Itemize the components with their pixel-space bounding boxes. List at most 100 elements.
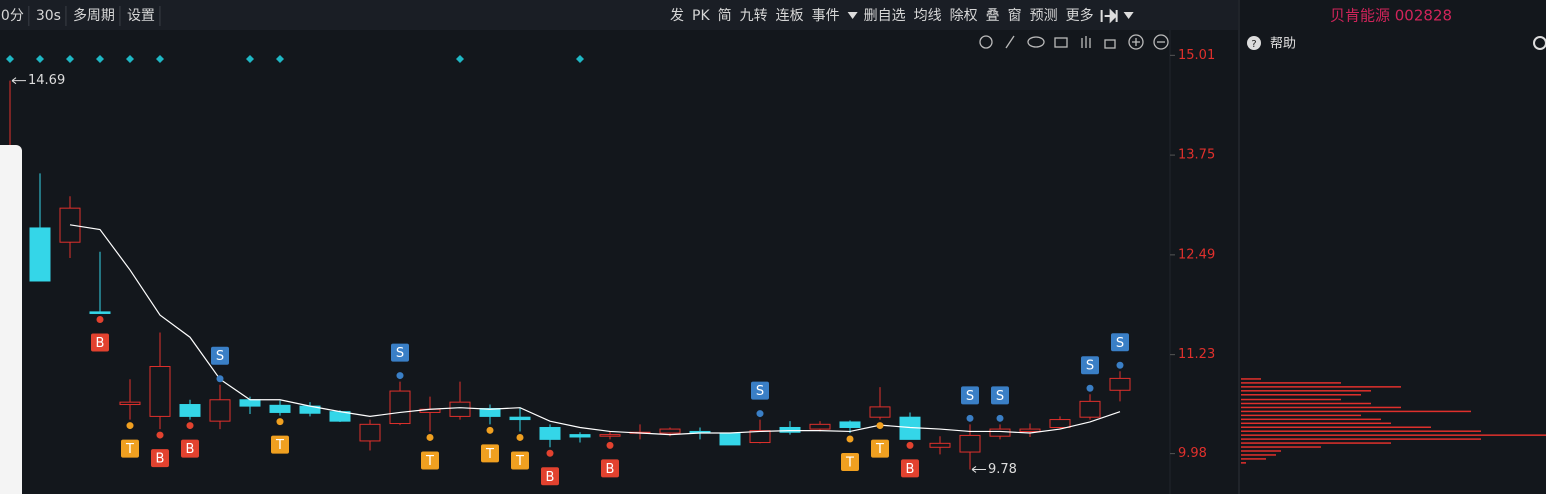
collapse-icon[interactable] — [1100, 8, 1118, 24]
signal-dot — [486, 426, 494, 434]
volume-profile-bar — [1241, 406, 1401, 409]
toolbar-button[interactable]: 叠 — [986, 8, 1000, 24]
signal-badge[interactable] — [511, 451, 529, 470]
toolbar-button[interactable]: 窗 — [1008, 7, 1022, 24]
signal-badge[interactable] — [901, 459, 919, 478]
signal-badge[interactable] — [481, 444, 499, 463]
toolbar-button[interactable]: 事件 — [812, 8, 840, 24]
signal-label: S — [1116, 336, 1124, 351]
candle-body — [239, 399, 261, 407]
candle-body — [89, 311, 111, 314]
y-tick-label: 11.23 — [1178, 347, 1215, 362]
volume-profile-bar — [1241, 426, 1431, 428]
signal-dot — [906, 441, 914, 449]
candle-body — [359, 423, 381, 442]
signal-badge[interactable] — [181, 439, 199, 458]
signal-label: B — [606, 462, 615, 477]
candle-body — [989, 428, 1011, 437]
signal-badge[interactable] — [871, 439, 889, 458]
volume-profile-bar — [1241, 390, 1371, 392]
volume-profile-bar — [1241, 382, 1341, 384]
dropdown-icon[interactable] — [847, 12, 858, 19]
signal-badge[interactable] — [961, 386, 979, 405]
signal-label: T — [425, 454, 434, 469]
toolbar-button[interactable]: PK — [692, 8, 710, 24]
signal-badge[interactable] — [751, 381, 769, 400]
toolbar-button[interactable]: 发 — [670, 8, 684, 24]
signal-badge[interactable] — [91, 333, 109, 352]
toolbar-button[interactable]: 设置 — [127, 8, 155, 24]
candle-body — [599, 434, 621, 437]
signal-label: T — [515, 454, 524, 469]
signal-label: T — [845, 456, 854, 471]
signal-label: S — [396, 346, 404, 361]
y-tick-label: 12.49 — [1178, 247, 1215, 262]
candle-body — [29, 227, 51, 282]
y-tick-label: 15.01 — [1178, 48, 1215, 63]
side-drawer — [0, 145, 22, 494]
settings-icon[interactable] — [1533, 36, 1546, 50]
toolbar-button[interactable]: 更多 — [1066, 7, 1094, 24]
toolbar-button[interactable]: 60分 — [0, 8, 24, 24]
toolbar-button[interactable]: 预测 — [1030, 8, 1058, 24]
signal-label: T — [485, 447, 494, 462]
signal-dot — [876, 422, 884, 430]
toolbar-bg — [0, 0, 1238, 30]
signal-badge[interactable] — [271, 435, 289, 454]
signal-badge[interactable] — [841, 453, 859, 472]
signal-dot — [606, 441, 614, 449]
signal-badge[interactable] — [391, 343, 409, 362]
event-flags — [6, 55, 584, 63]
signal-badge[interactable] — [421, 451, 439, 470]
signal-badge[interactable] — [211, 346, 229, 365]
candle-body — [449, 401, 471, 417]
signal-badge[interactable] — [151, 449, 169, 468]
candle-body — [269, 404, 291, 413]
ma-line — [69, 224, 1121, 436]
volume-profile-bar — [1241, 454, 1276, 456]
toolbar-button[interactable]: 多周期 — [73, 7, 115, 24]
volume-profile-bar — [1241, 394, 1361, 396]
signal-label: T — [125, 442, 134, 457]
volume-profile-bar — [1241, 398, 1341, 401]
help-icon[interactable] — [1247, 36, 1261, 50]
signal-label: S — [756, 384, 764, 399]
toolbar-button[interactable]: 九转 — [740, 8, 768, 24]
signal-badge[interactable] — [121, 439, 139, 458]
signal-badge[interactable] — [1111, 333, 1129, 352]
toolbar-button[interactable]: 30s — [36, 8, 61, 24]
stock-title: 贝肯能源 002828 — [1330, 7, 1452, 25]
high-arrow — [11, 77, 26, 85]
toolbar-button[interactable]: 删自选 — [864, 8, 906, 24]
signal-dot — [1116, 361, 1124, 369]
signal-dot — [156, 431, 164, 439]
volume-profile-bar — [1241, 386, 1401, 388]
candle-body — [1109, 377, 1131, 391]
candle-body — [809, 423, 831, 430]
dropdown-icon[interactable] — [1123, 12, 1134, 19]
volume-profile-bar — [1241, 434, 1546, 436]
y-tick-label: 13.75 — [1178, 148, 1215, 163]
candle-body — [209, 399, 231, 422]
signal-badge[interactable] — [541, 467, 559, 486]
toolbar-button[interactable]: 连板 — [776, 8, 804, 24]
volume-profile-bar — [1241, 450, 1281, 452]
volume-profile-bar — [1241, 430, 1481, 432]
volume-profile-bar — [1241, 378, 1261, 380]
signal-label: S — [996, 389, 1004, 404]
toolbar-button[interactable]: 均线 — [914, 8, 942, 24]
signal-badge[interactable] — [991, 386, 1009, 405]
toolbar-button[interactable]: 除权 — [950, 8, 978, 24]
toolbar-button[interactable]: 简 — [718, 7, 732, 24]
candle-body — [779, 426, 801, 433]
volume-profile-bar — [1241, 422, 1391, 425]
candle-body — [479, 407, 501, 417]
signal-badge[interactable] — [601, 459, 619, 478]
candle-body — [719, 432, 741, 446]
volume-profile-bar — [1241, 410, 1471, 413]
signal-label: S — [966, 389, 974, 404]
low-arrow — [971, 466, 986, 473]
help-label[interactable]: 帮助 — [1270, 37, 1296, 52]
signal-badge[interactable] — [1081, 356, 1099, 375]
